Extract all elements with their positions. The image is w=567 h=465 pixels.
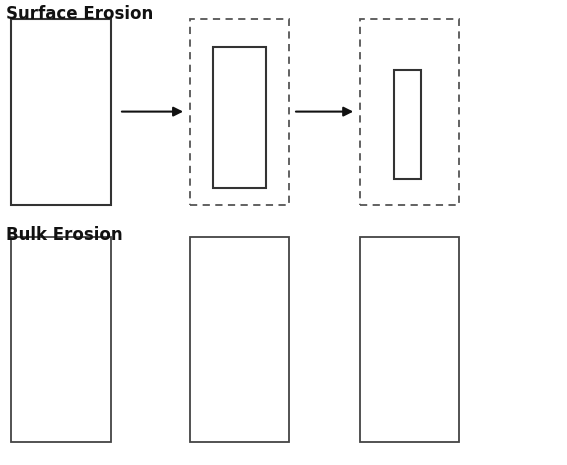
Text: Bulk Erosion: Bulk Erosion [6,226,122,244]
Bar [394,70,421,179]
Bar [190,237,289,442]
Bar [213,46,266,188]
Bar [11,19,111,205]
Bar [190,19,289,205]
Bar [360,237,459,442]
Bar [360,19,459,205]
Bar [11,237,111,442]
Text: Surface Erosion: Surface Erosion [6,5,153,23]
